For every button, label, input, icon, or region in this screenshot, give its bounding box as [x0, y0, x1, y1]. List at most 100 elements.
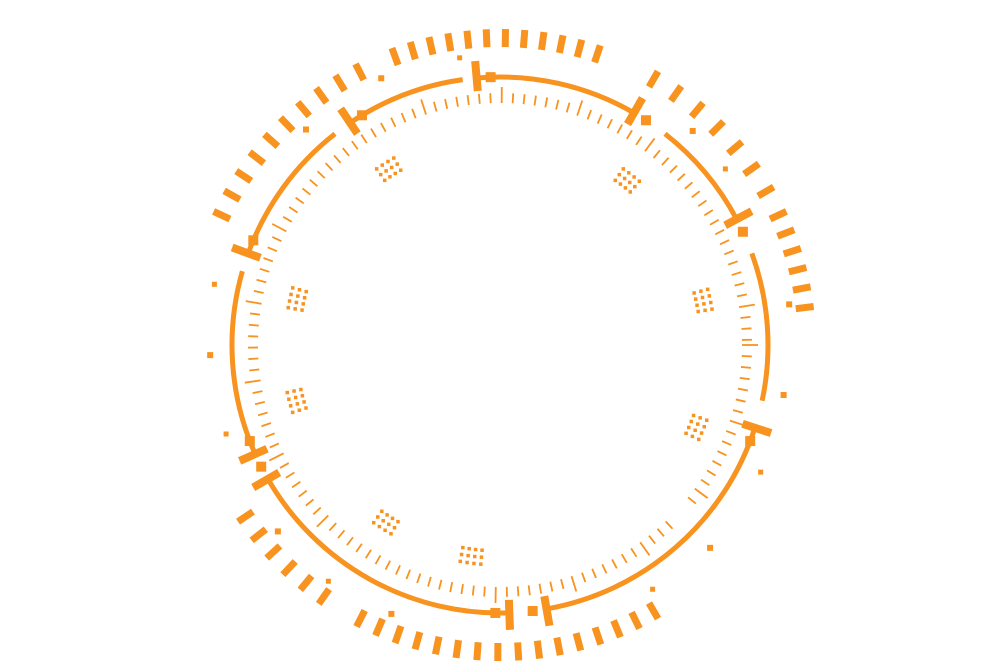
inner-tick	[687, 496, 697, 505]
inner-tick	[288, 206, 298, 214]
middle-arc	[663, 131, 739, 221]
cluster-dot	[693, 428, 697, 433]
outer-dash	[553, 636, 564, 656]
inner-tick	[249, 368, 260, 372]
cluster-dot	[627, 171, 631, 175]
inner-tick	[253, 290, 264, 294]
inner-tick	[724, 249, 734, 256]
bracket-block	[356, 110, 367, 121]
cluster-dot	[288, 404, 293, 408]
cluster-dot	[465, 560, 469, 565]
outer-dash	[572, 632, 585, 652]
cluster-dot	[389, 165, 394, 170]
inner-tick	[709, 218, 720, 226]
cluster-dot	[707, 294, 712, 298]
outer-dash	[792, 283, 812, 294]
inner-tick	[395, 565, 401, 575]
inner-tick	[483, 586, 486, 597]
cluster-dot	[466, 553, 470, 558]
inner-tick	[271, 236, 282, 243]
inner-tick	[271, 223, 287, 233]
cluster-dot	[380, 509, 384, 514]
inner-tick	[298, 489, 308, 498]
cluster-dot	[392, 525, 397, 530]
inner-tick	[245, 300, 262, 305]
bracket-marker	[624, 96, 646, 127]
outer-dash	[591, 44, 604, 64]
inner-tick	[309, 178, 318, 187]
inner-tick	[337, 529, 346, 539]
cluster-dot	[286, 305, 291, 310]
outer-dash	[391, 624, 405, 645]
outer-dash	[519, 29, 529, 49]
cluster-dot	[304, 289, 308, 294]
cluster-dot	[292, 389, 296, 393]
inner-tick	[697, 199, 707, 207]
cluster-dot	[709, 300, 713, 305]
outer-dash	[645, 69, 662, 89]
cluster-dot	[633, 184, 637, 189]
inner-tick	[333, 154, 342, 164]
scatter-square	[325, 578, 331, 584]
cluster-dot	[300, 308, 304, 312]
scatter-square	[780, 392, 787, 399]
bracket-marker	[337, 106, 361, 136]
bracket-marker	[238, 445, 269, 465]
outer-dash	[236, 508, 255, 525]
inner-tick	[703, 209, 714, 217]
inner-tick	[555, 99, 560, 110]
cluster-dot	[687, 425, 691, 430]
inner-tick	[460, 584, 464, 595]
inner-tick	[586, 109, 592, 120]
cluster-dot	[691, 413, 696, 418]
inner-tick	[576, 100, 584, 116]
inner-tick	[254, 401, 265, 406]
outer-dash	[352, 62, 367, 82]
outer-dash	[473, 641, 482, 661]
inner-tick	[717, 450, 727, 457]
outer-dash	[264, 543, 283, 561]
inner-tick	[324, 162, 334, 171]
bracket-block	[745, 436, 756, 447]
cluster-dot	[287, 299, 292, 303]
cluster-dot	[290, 286, 295, 290]
bracket-block	[248, 235, 259, 246]
inner-tick	[737, 387, 749, 392]
bracket-marker	[741, 419, 773, 437]
inner-tick	[533, 95, 537, 106]
inner-tick	[591, 568, 597, 579]
cluster-dot	[293, 307, 297, 311]
inner-tick	[691, 190, 701, 199]
cluster-dot	[622, 176, 627, 181]
cluster-dot	[618, 182, 623, 186]
cluster-dot	[623, 186, 628, 190]
inner-tick	[731, 271, 742, 276]
middle-arc	[476, 74, 636, 116]
outer-dash	[297, 573, 315, 593]
inner-tick	[538, 583, 543, 594]
cluster-dot	[382, 178, 387, 183]
scatter-square	[388, 610, 395, 617]
inner-tick	[511, 93, 515, 104]
middle-arc	[245, 131, 337, 255]
inner-tick	[438, 579, 443, 590]
inner-tick	[721, 440, 732, 446]
cluster-dot	[302, 295, 307, 300]
outer-dash	[628, 610, 643, 631]
outer-dash	[247, 149, 267, 166]
cluster-dot	[702, 424, 707, 429]
middle-arc	[265, 477, 510, 616]
inner-tick	[712, 460, 722, 467]
inner-tick	[466, 94, 470, 106]
scatter-square	[223, 431, 229, 437]
cluster-dot	[703, 308, 707, 313]
cluster-dot	[705, 287, 710, 292]
scatter-square	[722, 166, 728, 172]
inner-tick	[549, 581, 554, 592]
inner-tick	[346, 536, 354, 546]
cluster-dot	[693, 297, 698, 301]
inner-tick	[351, 140, 359, 150]
outer-dash	[782, 245, 802, 258]
cluster-dot	[480, 548, 484, 552]
cluster-dot	[699, 289, 703, 293]
